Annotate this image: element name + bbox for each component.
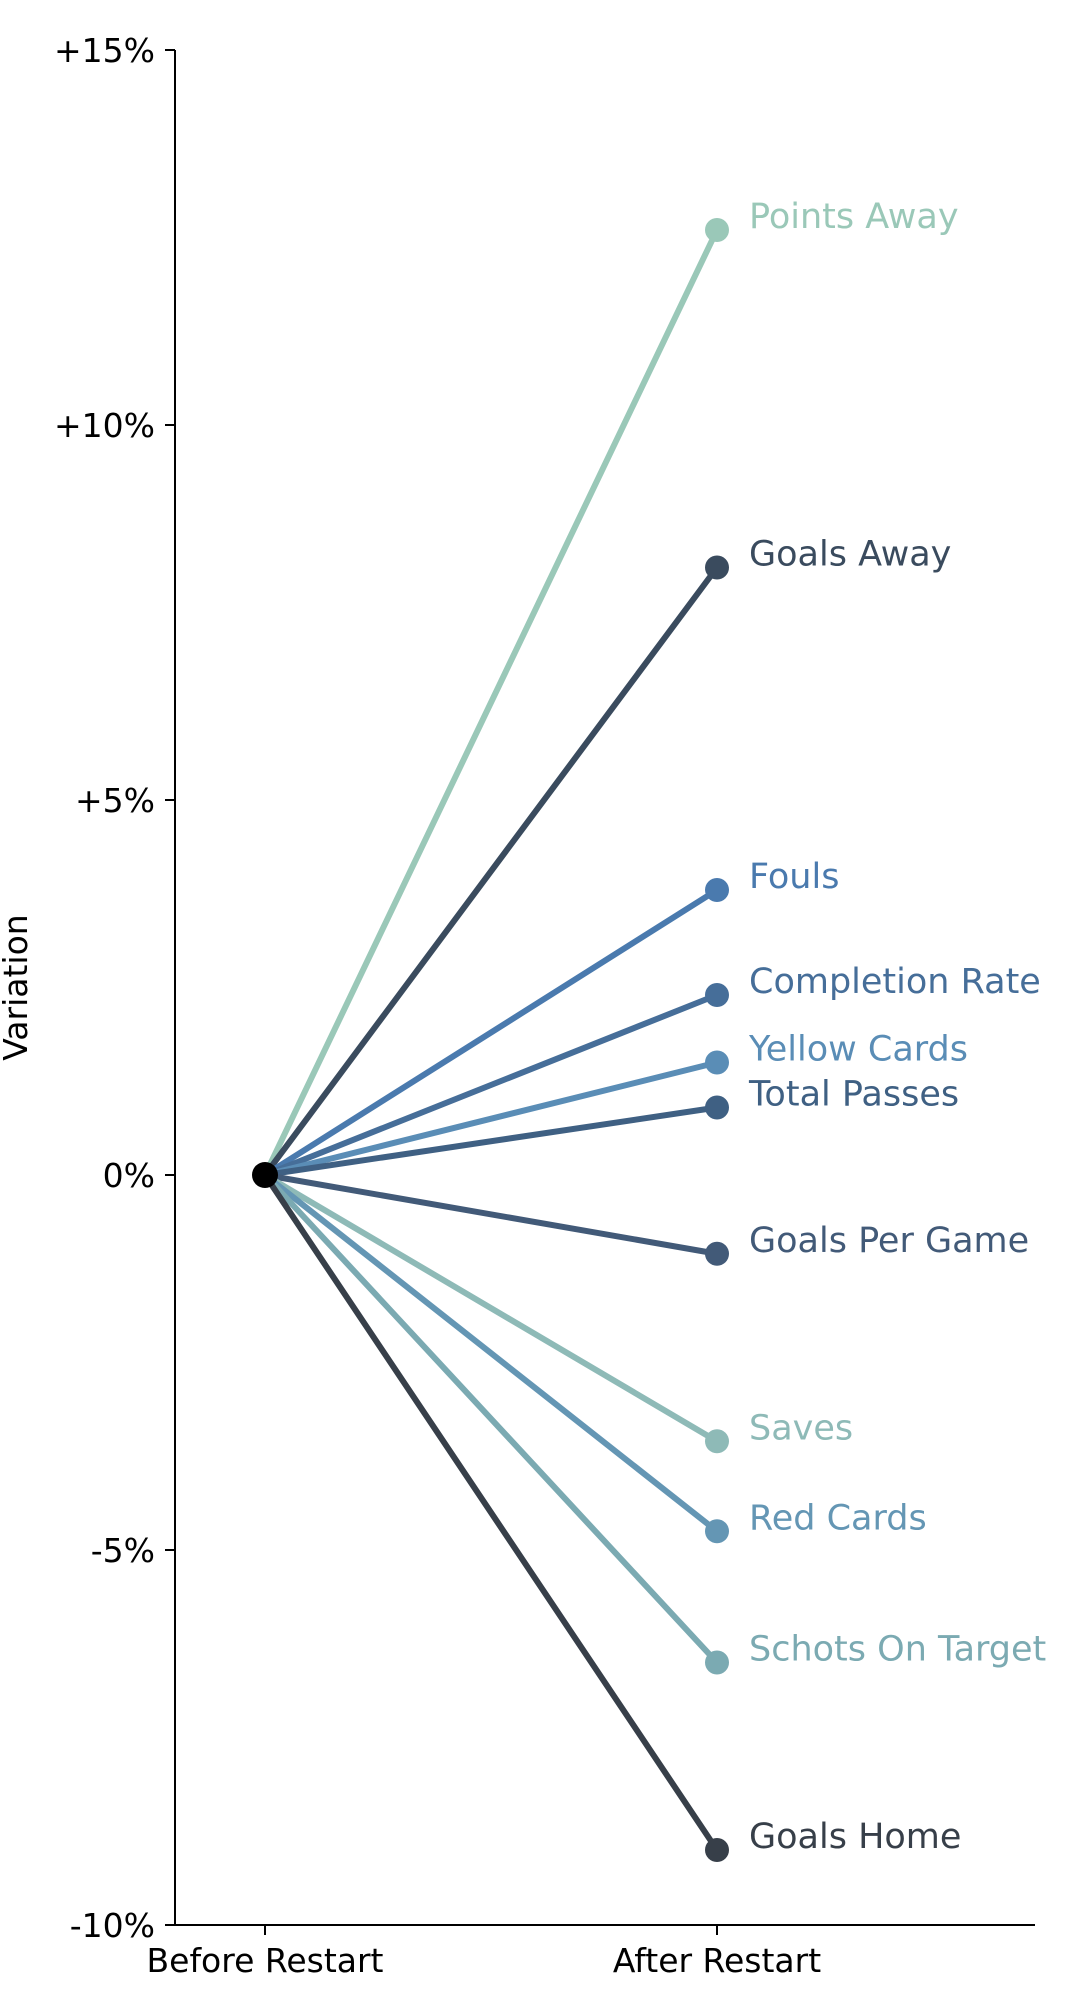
series-end-point	[705, 218, 729, 242]
series-label: Total Passes	[748, 1075, 959, 1115]
x-tick-label: Before Restart	[147, 1941, 384, 1980]
y-axis-ticks: +15% +10% +5% 0% -5% -10%	[54, 31, 175, 1945]
origin-marker	[252, 1162, 278, 1188]
series-label: Goals Per Game	[749, 1221, 1029, 1261]
x-tick-label: After Restart	[613, 1941, 821, 1980]
series-label: Schots On Target	[749, 1630, 1046, 1670]
series-end-point	[705, 1838, 729, 1862]
y-axis-title: Variation	[0, 914, 35, 1060]
series-label: Goals Home	[749, 1817, 961, 1857]
series-line	[262, 1059, 720, 1178]
series-line	[262, 1172, 720, 1445]
series-label: Completion Rate	[749, 962, 1041, 1002]
series-label: Red Cards	[749, 1498, 927, 1538]
series-label: Fouls	[749, 857, 839, 897]
series-end-point	[705, 1519, 729, 1544]
y-tick-label: 0%	[103, 1156, 155, 1195]
series-line	[262, 1172, 720, 1535]
series-label: Yellow Cards	[748, 1030, 968, 1070]
y-tick-label: +5%	[75, 781, 155, 820]
series-end-point	[705, 983, 729, 1007]
axes	[174, 50, 1035, 1926]
series-line	[262, 227, 720, 1178]
series-line	[262, 1104, 720, 1178]
series-end-points	[705, 218, 729, 1862]
series-line	[262, 1172, 720, 1853]
series-label: Points Away	[749, 197, 959, 237]
origin-marker-group	[252, 1162, 278, 1188]
series-end-point	[705, 1241, 729, 1266]
series-labels: Points Away Goals Away Fouls Completion Rat…	[748, 197, 1046, 1857]
x-axis-ticks: Before Restart After Restart	[147, 1925, 821, 1980]
series-line	[262, 887, 720, 1178]
y-tick-label: +15%	[54, 31, 155, 70]
series-line	[262, 1172, 720, 1257]
series-label: Saves	[749, 1408, 853, 1448]
series-line	[262, 1172, 720, 1666]
series-line	[262, 564, 720, 1178]
series-end-point	[705, 555, 729, 580]
series-lines	[262, 227, 720, 1853]
series-end-point	[705, 1429, 729, 1454]
y-tick-label: -5%	[91, 1531, 155, 1570]
y-tick-label: -10%	[70, 1906, 155, 1945]
series-label: Goals Away	[749, 535, 951, 575]
series-end-point	[705, 878, 729, 902]
series-line	[262, 992, 720, 1178]
series-end-point	[705, 1050, 729, 1075]
series-end-point	[705, 1095, 729, 1120]
series-end-point	[705, 1650, 729, 1675]
y-tick-label: +10%	[54, 406, 155, 445]
